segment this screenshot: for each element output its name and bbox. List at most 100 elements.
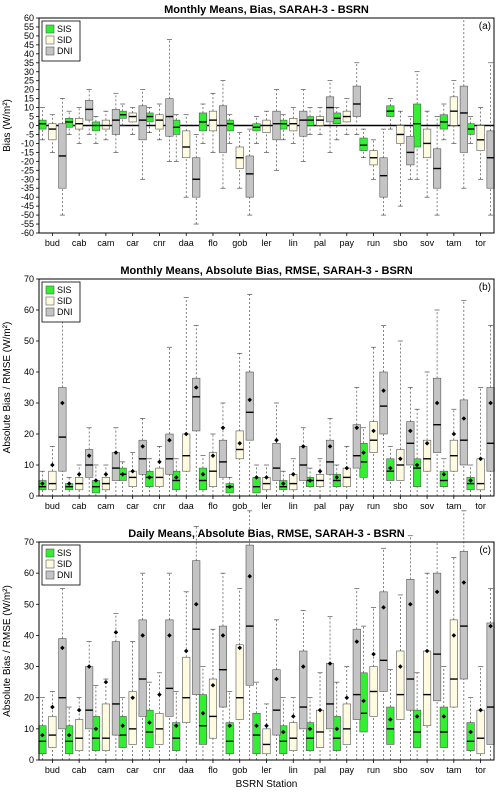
box-2-SIS-cnr — [145, 681, 154, 761]
box-body — [208, 452, 218, 488]
box-2-SID-run — [369, 607, 378, 761]
box-2-SIS-pay — [332, 681, 341, 761]
box-body — [325, 439, 335, 475]
box-body — [65, 118, 74, 128]
box-body — [299, 650, 308, 730]
rmse-marker — [220, 425, 226, 431]
legend-label-1-SIS: SIS — [57, 285, 72, 295]
y-tick-label-1-4: 40 — [24, 367, 34, 377]
x-tick-label-2-pay: pay — [340, 765, 355, 775]
box-body — [279, 119, 288, 130]
box-body — [128, 691, 137, 745]
box-body — [299, 110, 308, 137]
rmse-marker — [381, 388, 386, 393]
rmse-marker — [291, 714, 296, 719]
box-body — [101, 119, 110, 130]
rmse-marker — [50, 704, 55, 710]
box-2-SID-lin — [289, 697, 298, 761]
y-tick-label-1-6: 60 — [24, 305, 34, 315]
box-2-SID-sov — [423, 572, 432, 761]
x-tick-label-1-lin: lin — [289, 501, 298, 511]
box-body — [145, 112, 154, 123]
box-body — [128, 470, 137, 488]
box-1-DNI-bud — [58, 300, 67, 497]
rmse-marker — [361, 698, 366, 704]
box-body — [459, 85, 468, 153]
box-2-DNI-cam — [111, 613, 120, 761]
rmse-marker — [327, 661, 333, 666]
x-tick-label-0-cnr: cnr — [153, 238, 166, 248]
box-body — [352, 628, 361, 720]
box-1-SID-daa — [182, 297, 191, 497]
box-0-SID-pay — [342, 98, 351, 135]
box-body — [449, 619, 458, 708]
box-2-DNI-pay — [352, 588, 361, 761]
rmse-marker — [354, 425, 360, 431]
box-body — [48, 123, 57, 141]
legend-label-2-DNI: DNI — [57, 570, 73, 580]
legend-swatch-2-DNI — [45, 570, 55, 580]
legend-swatch-1-SID — [45, 296, 55, 306]
box-0-SIS-sov — [413, 71, 422, 180]
box-body — [218, 625, 228, 708]
box-0-DNI-run — [379, 128, 388, 216]
x-tick-label-1-car: car — [126, 501, 139, 511]
rmse-marker — [478, 707, 483, 713]
box-2-DNI-gob — [245, 510, 254, 761]
x-tick-label-2-daa: daa — [179, 765, 194, 775]
rmse-marker — [327, 444, 333, 449]
legend-swatch-0-SIS — [45, 24, 55, 34]
box-body — [182, 130, 191, 159]
x-tick-label-2-cnr: cnr — [153, 765, 166, 775]
box-0-DNI-bud — [58, 98, 67, 216]
box-0-DNI-flo — [218, 80, 228, 189]
box-1-SID-gob — [235, 353, 244, 497]
box-body — [379, 371, 388, 435]
x-tick-label-2-run: run — [367, 765, 380, 775]
box-0-SIS-cab — [65, 110, 74, 135]
rmse-marker — [120, 472, 125, 477]
rmse-marker — [334, 475, 340, 480]
legend-label-0-SID: SID — [57, 35, 73, 45]
box-0-SID-pal — [315, 107, 325, 135]
legend-swatch-0-DNI — [45, 46, 55, 56]
box-2-DNI-ler — [272, 619, 281, 761]
x-tick-label-1-run: run — [367, 501, 380, 511]
x-tick-label-1-pal: pal — [314, 501, 326, 511]
box-1-DNI-run — [379, 325, 388, 497]
box-2-SID-pay — [342, 666, 351, 761]
legend-label-1-SID: SID — [57, 296, 73, 306]
y-tick-label-0-11: -5 — [26, 129, 34, 139]
y-tick-label-0-1: -55 — [21, 219, 34, 229]
box-2-SIS-tam — [439, 666, 448, 761]
box-body — [439, 470, 448, 488]
box-body — [325, 96, 335, 123]
box-1-DNI-sbo — [406, 387, 415, 497]
legend-label-2-SIS: SIS — [57, 548, 72, 558]
box-0-DNI-gob — [245, 128, 254, 216]
y-tick-label-2-4: 40 — [24, 630, 34, 640]
box-1-SIS-sbo — [386, 446, 395, 497]
box-body — [413, 458, 422, 487]
box-1-DNI-tam — [459, 300, 468, 497]
y-tick-label-0-18: 30 — [24, 67, 34, 77]
y-tick-label-1-2: 20 — [24, 429, 34, 439]
box-0-SIS-pal — [305, 107, 315, 135]
box-body — [235, 644, 244, 720]
rmse-marker — [274, 437, 279, 443]
box-0-SID-tor — [476, 107, 485, 180]
box-body — [48, 716, 57, 748]
legend-label-0-DNI: DNI — [57, 46, 73, 56]
box-body — [225, 722, 234, 755]
box-body — [476, 125, 485, 151]
box-0-DNI-pay — [352, 62, 361, 135]
box-body — [218, 439, 228, 478]
x-tick-label-1-pay: pay — [340, 501, 355, 511]
box-0-SIS-tam — [439, 103, 448, 141]
box-body — [262, 728, 271, 755]
box-0-DNI-car — [138, 89, 147, 180]
y-tick-label-0-7: -25 — [21, 165, 34, 175]
box-1-DNI-car — [138, 418, 147, 497]
box-body — [192, 157, 201, 198]
rmse-marker — [344, 695, 350, 700]
